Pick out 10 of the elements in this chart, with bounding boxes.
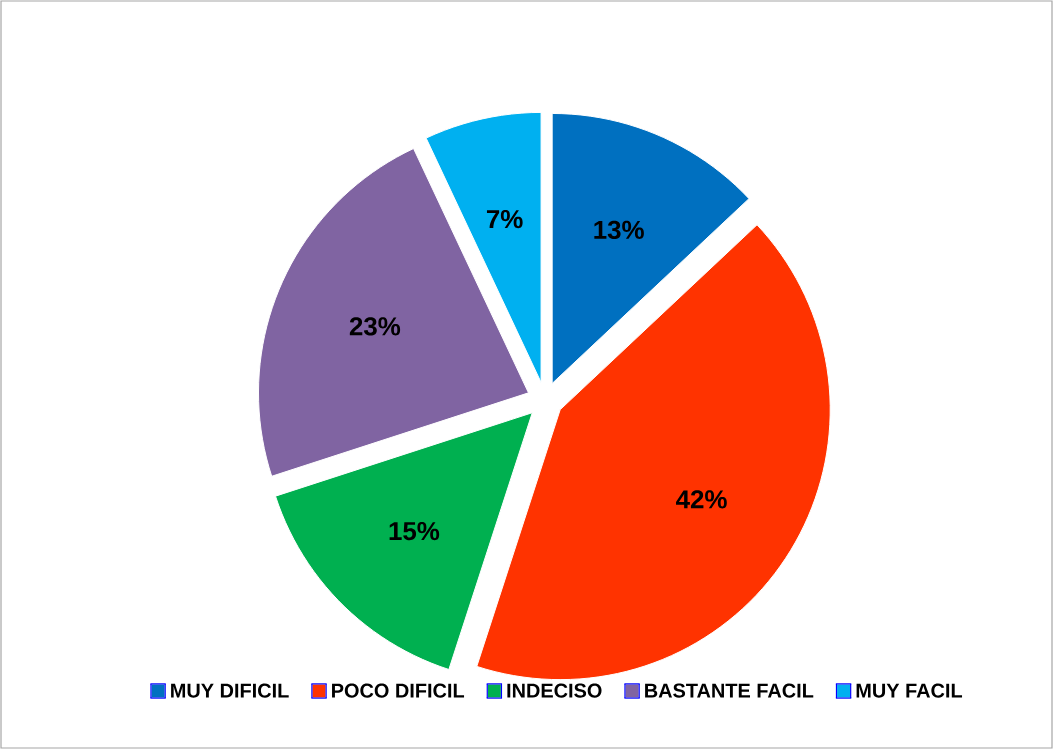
legend-label: POCO DIFICIL [332,683,465,698]
data-label: 13% [594,220,644,240]
data-label: 7% [486,209,523,229]
legend-label: BASTANTE FACIL [645,683,814,698]
data-label: 42% [676,490,727,509]
legend-label: INDECISO [507,683,602,698]
data-label: 23% [349,317,401,336]
legend-label: MUY DIFICIL [171,683,289,698]
legend-label: MUY FACIL [856,683,963,698]
data-label: 15% [389,521,440,541]
